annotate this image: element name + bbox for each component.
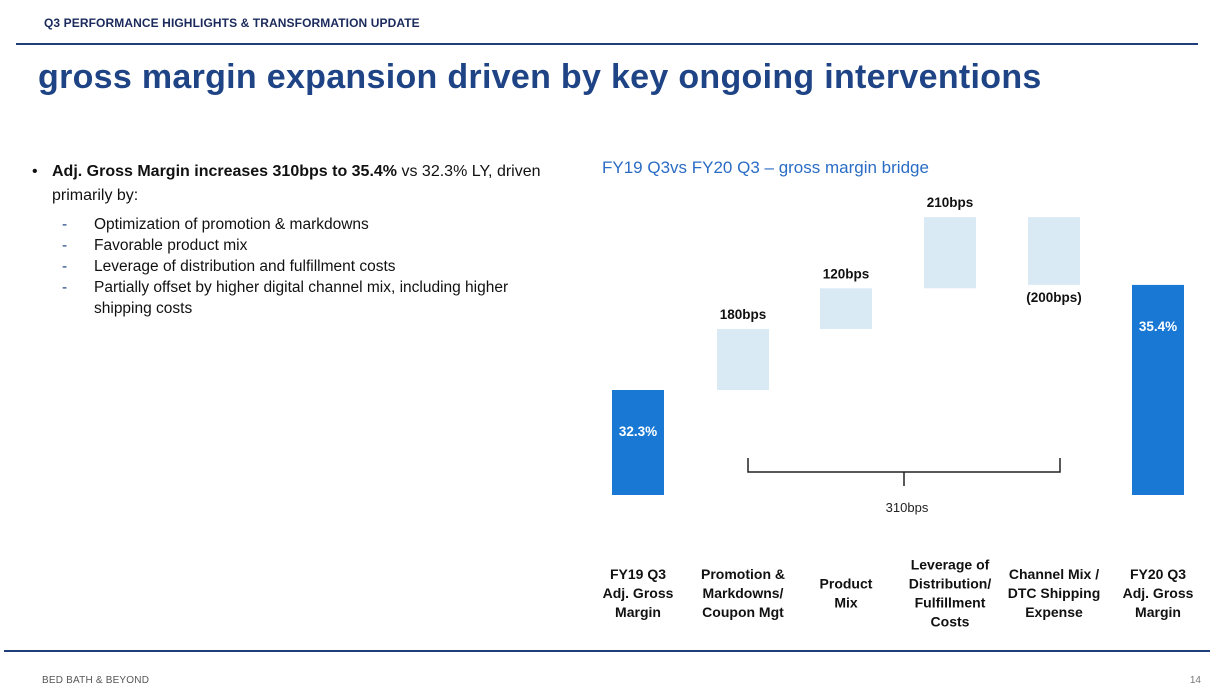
page-number: 14 — [1189, 675, 1201, 686]
bullet-rest: vs 32.3% LY, driven primarily by: — [52, 163, 541, 204]
sub-bullet: - Optimization of promotion & markdowns — [32, 214, 552, 235]
data-label-3: 210bps — [927, 195, 974, 210]
category-label-4: Channel Mix / DTC Shipping Expense — [1008, 566, 1101, 620]
category-label-line: Margin — [615, 604, 661, 620]
category-label-line: Leverage of — [911, 557, 990, 573]
bar-1 — [717, 328, 769, 390]
category-label-line: Markdowns/ — [703, 585, 784, 601]
sub-bullet: - Leverage of distribution and fulfillmen… — [32, 256, 552, 277]
category-label-0: FY19 Q3 Adj. Gross Margin — [603, 566, 674, 620]
bullet-main: • Adj. Gross Margin increases 310bps to … — [32, 160, 552, 208]
bar-4 — [1028, 217, 1080, 285]
top-divider — [16, 43, 1198, 45]
category-label-5: FY20 Q3 Adj. Gross Margin — [1123, 566, 1194, 620]
bullet-dot: • — [32, 163, 38, 180]
category-label-line: Fulfillment — [915, 595, 986, 611]
category-label-line: FY19 Q3 — [610, 566, 666, 582]
category-label-1: Promotion & Markdowns/Coupon Mgt — [701, 566, 785, 620]
bar-3 — [924, 217, 976, 289]
category-label-2: Product Mix — [820, 576, 873, 611]
footer-brand: BED BATH & BEYOND — [42, 675, 150, 686]
bar-0 — [612, 390, 664, 495]
data-label-0: 32.3% — [619, 424, 657, 439]
bullet-list: • Adj. Gross Margin increases 310bps to … — [32, 160, 552, 319]
bottom-divider — [4, 650, 1210, 652]
bullet-text: Adj. Gross Margin increases 310bps to 35… — [52, 160, 552, 208]
sub-bullet-text: Leverage of distribution and fulfillment… — [94, 258, 396, 275]
data-label-4: (200bps) — [1026, 290, 1082, 305]
sub-bullet-text: Optimization of promotion & markdowns — [94, 216, 369, 233]
data-label-5: 35.4% — [1139, 319, 1177, 334]
data-label-1: 180bps — [720, 307, 767, 322]
dash-icon: - — [62, 279, 68, 296]
category-label-line: Coupon Mgt — [702, 604, 784, 620]
dash-icon: - — [62, 216, 68, 233]
category-label-line: DTC Shipping — [1008, 585, 1101, 601]
dash-icon: - — [62, 258, 68, 275]
bullet-bold: Adj. Gross Margin increases 310bps to 35… — [52, 163, 398, 180]
category-label-line: Distribution/ — [909, 576, 992, 592]
sub-bullet: - Partially offset by higher digital chan… — [32, 277, 552, 319]
category-label-line: Expense — [1025, 604, 1083, 620]
bracket — [747, 458, 1061, 486]
category-label-line: Adj. Gross — [603, 585, 674, 601]
category-label-line: FY20 Q3 — [1130, 566, 1186, 582]
bracket-label: 310bps — [886, 500, 929, 515]
category-label-line: Adj. Gross — [1123, 585, 1194, 601]
category-label-3: Leverage of Distribution/Fulfillment Costs — [909, 557, 992, 630]
dash-icon: - — [62, 237, 68, 254]
category-label-line: Channel Mix / — [1009, 566, 1099, 582]
section-label: Q3 PERFORMANCE HIGHLIGHTS & TRANSFORMATI… — [44, 16, 420, 30]
bar-2 — [820, 288, 872, 329]
sub-bullet-text: Partially offset by higher digital chann… — [94, 279, 509, 317]
chart-title: FY19 Q3vs FY20 Q3 – gross margin bridge — [602, 158, 929, 177]
category-label-line: Product — [820, 576, 873, 592]
sub-bullet-list: - Optimization of promotion & markdowns -… — [32, 214, 552, 319]
data-label-2: 120bps — [823, 266, 870, 281]
category-label-line: Mix — [834, 595, 858, 611]
bar-5 — [1132, 284, 1184, 495]
category-label-line: Margin — [1135, 604, 1181, 620]
category-label-line: Costs — [931, 614, 970, 630]
category-label-line: Promotion & — [701, 566, 785, 582]
page-title: gross margin expansion driven by key ong… — [38, 58, 1042, 96]
sub-bullet: - Favorable product mix — [32, 235, 552, 256]
sub-bullet-text: Favorable product mix — [94, 237, 248, 254]
